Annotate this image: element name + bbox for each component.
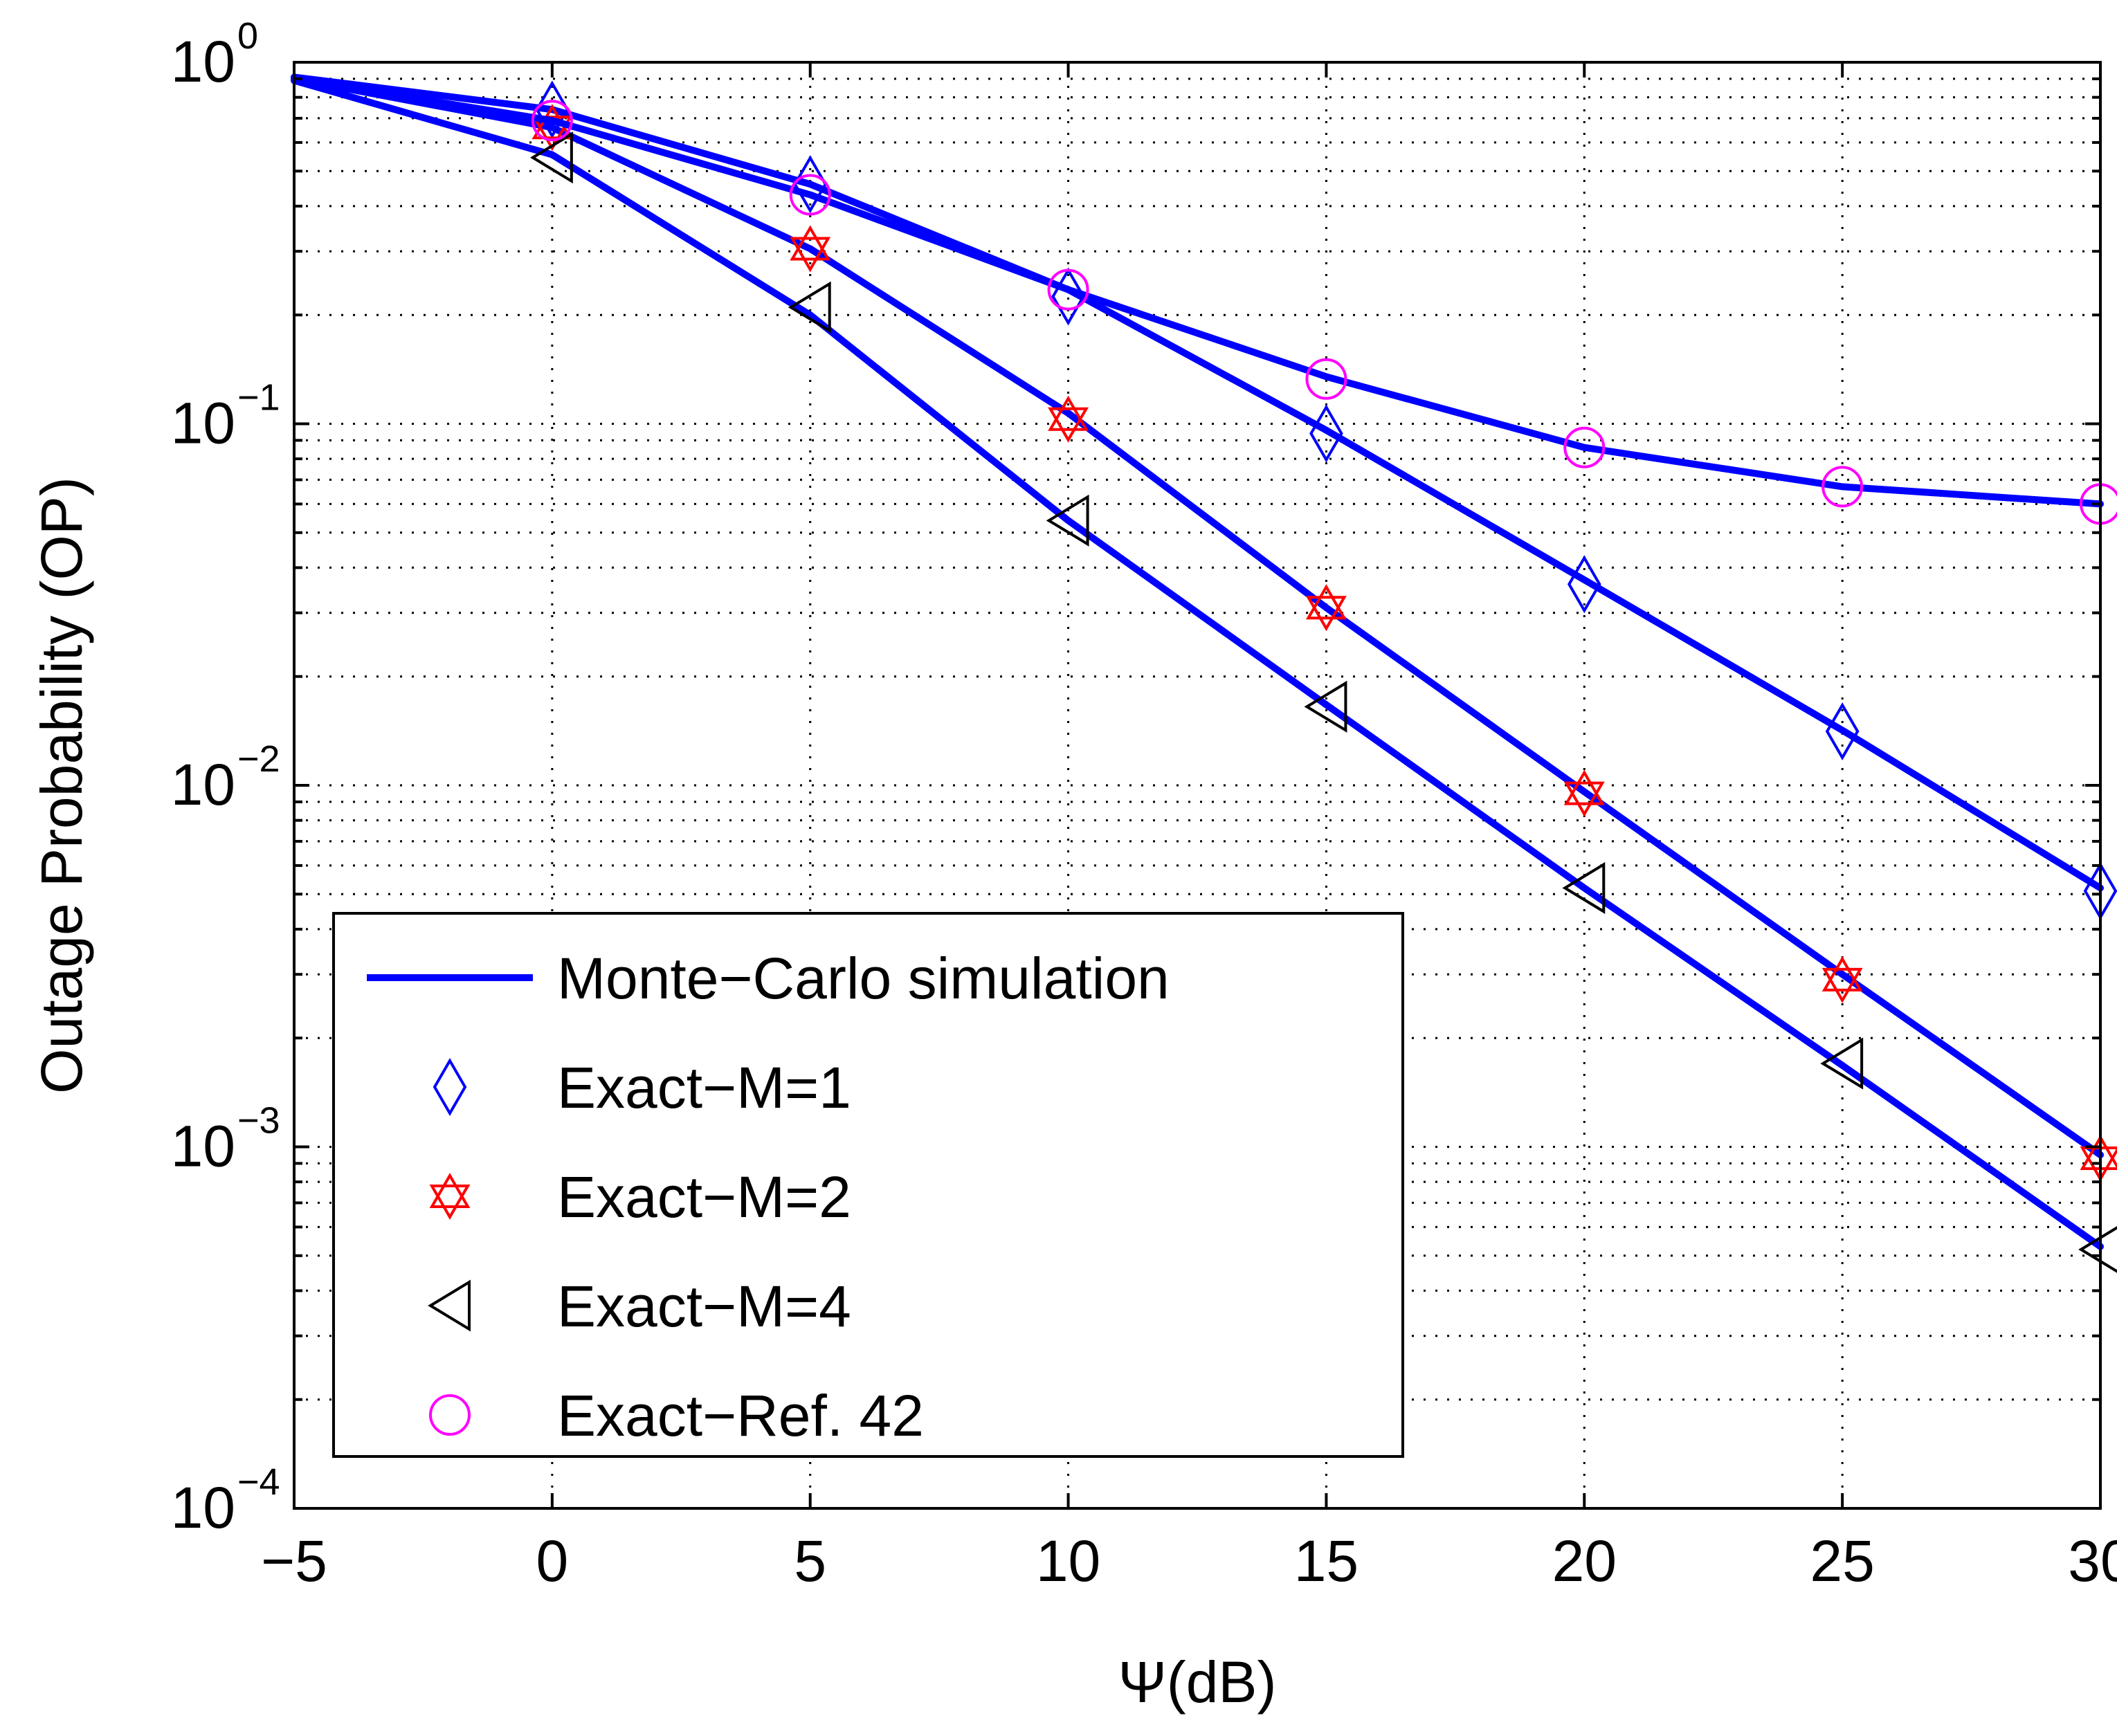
simulation-line [291, 73, 2104, 892]
diamond-marker [535, 80, 570, 139]
legend-label: Exact−M=4 [557, 1274, 851, 1339]
hexagram-triangle-down [1305, 596, 1347, 632]
hexagram-marker [1563, 769, 1605, 817]
hexagram-triangle-down [1048, 407, 1089, 443]
triangle-left-marker [1820, 1037, 1864, 1090]
y-tick-label: 10 [171, 29, 235, 94]
hexagram-triangle-down [1563, 781, 1605, 817]
hexagram-triangle-down [1821, 967, 1863, 1003]
legend: Monte−Carlo simulation Exact−M=1 Exact−M=2… [332, 912, 1404, 1458]
x-tick-label: 25 [1810, 1528, 1874, 1593]
simulation-line [291, 77, 2104, 1250]
legend-label: Exact−M=1 [557, 1055, 851, 1120]
y-tick-label: 10 [171, 391, 235, 456]
x-tick-label: 15 [1294, 1528, 1359, 1593]
hexagram-marker [1048, 395, 1089, 443]
series-1 [291, 73, 2117, 920]
y-tick-label: 10 [171, 752, 235, 817]
series-4 [291, 75, 2117, 525]
circle-marker [1821, 466, 1864, 508]
hexagram-triangle-up [429, 1173, 471, 1208]
hexagram-triangle-up [1048, 395, 1089, 431]
legend-label: Exact−Ref. 42 [557, 1383, 924, 1448]
triangle-left-marker [1304, 680, 1347, 733]
y-tick-exponent: 0 [237, 15, 258, 57]
diamond-marker [433, 1058, 467, 1116]
legend-label-simulation: Monte−Carlo simulation [557, 946, 1170, 1011]
circle-marker [531, 100, 573, 142]
legend-marker-sample [433, 1058, 467, 1116]
x-tick-label: 30 [2068, 1528, 2117, 1593]
y-tick-label: 10 [171, 1114, 235, 1179]
diamond-marker [793, 155, 828, 214]
circle-marker [429, 1394, 471, 1436]
hexagram-triangle-down [429, 1185, 471, 1220]
circle-marker [1047, 268, 1089, 311]
x-tick-label: 10 [1036, 1528, 1100, 1593]
diamond-marker [1567, 555, 1601, 614]
x-tick-label: 0 [536, 1528, 568, 1593]
hexagram-triangle-up [1305, 584, 1347, 620]
hexagram-marker [1305, 584, 1347, 632]
y-tick-label: 10 [171, 1475, 235, 1540]
hexagram-marker [1821, 956, 1863, 1003]
diamond-marker [1309, 404, 1343, 463]
circle-marker [1305, 358, 1347, 400]
legend-box [332, 912, 1404, 1458]
hexagram-triangle-up [1563, 769, 1605, 805]
y-tick-exponent: −3 [237, 1100, 280, 1142]
legend-label: Exact−M=2 [557, 1164, 851, 1230]
hexagram-marker [429, 1173, 471, 1220]
y-axis-label: Outage Probability (OP) [29, 477, 94, 1094]
simulation-line [291, 75, 2104, 1159]
triangle-left-marker [1562, 861, 1606, 914]
hexagram-triangle-down [790, 237, 831, 273]
triangle-left-marker [788, 281, 831, 334]
series-layer [291, 73, 2117, 1273]
x-tick-label: 5 [794, 1528, 826, 1593]
triangle-left-marker [428, 1279, 471, 1332]
circle-marker [1563, 426, 1606, 468]
hexagram-triangle-up [790, 225, 831, 261]
legend-marker-sample [429, 1394, 471, 1436]
x-axis-label: Ψ(dB) [1118, 1650, 1277, 1715]
triangle-left-marker [1046, 494, 1089, 547]
x-tick-label: −5 [261, 1528, 327, 1593]
hexagram-triangle-up [1821, 956, 1863, 992]
circle-marker [789, 174, 831, 216]
x-tick-label: 20 [1552, 1528, 1617, 1593]
legend-marker-sample [429, 1173, 471, 1220]
y-tick-exponent: −4 [237, 1461, 280, 1503]
simulation-line [291, 75, 2104, 508]
series-2 [291, 75, 2117, 1182]
legend-marker-sample [428, 1279, 471, 1332]
diamond-marker [1825, 702, 1860, 761]
hexagram-marker [790, 225, 831, 273]
y-tick-exponent: −1 [237, 377, 280, 419]
y-tick-exponent: −2 [237, 738, 280, 780]
triangle-left-marker [530, 131, 573, 184]
